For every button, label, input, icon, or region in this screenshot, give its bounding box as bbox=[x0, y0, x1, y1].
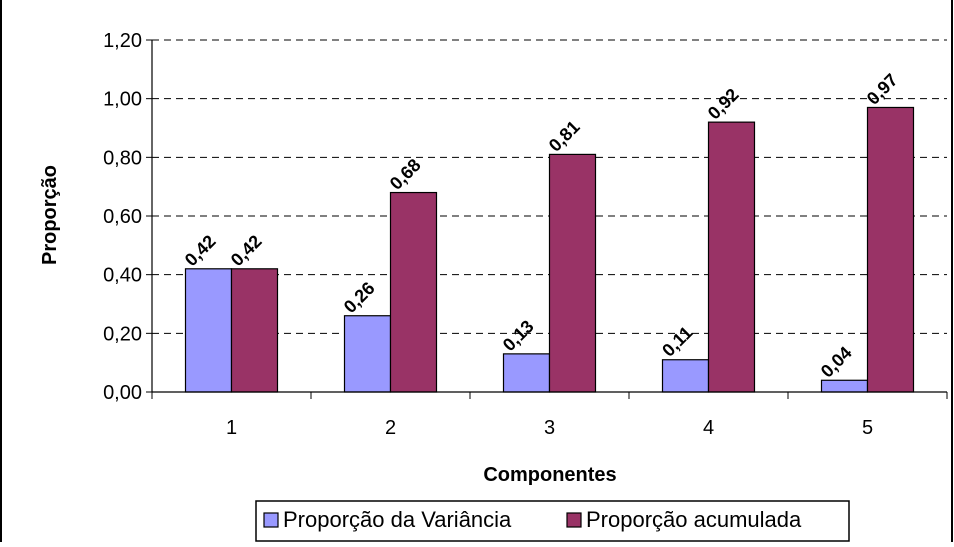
bar-acumulada-3 bbox=[548, 153, 597, 393]
y-axis-title: Proporção bbox=[39, 165, 61, 265]
x-tick-label: 4 bbox=[703, 417, 714, 439]
bar-acumulada-1 bbox=[230, 268, 279, 393]
bar-acumulada-2 bbox=[389, 191, 438, 393]
bar-variancia-5 bbox=[820, 379, 869, 393]
y-tick-label: 0,60 bbox=[103, 206, 142, 228]
y-tick-label: 0,20 bbox=[103, 323, 142, 345]
bar-variancia-4 bbox=[661, 359, 710, 393]
bar-variancia-2 bbox=[343, 315, 392, 393]
axis-layer: 0,00 0,20 0,40 0,60 0,80 1,00 1,20 1 2 3 4 5 bbox=[103, 30, 948, 439]
legend: Proporção da Variância Proporção acumula… bbox=[255, 500, 850, 542]
y-tick-label: 1,20 bbox=[103, 30, 142, 52]
x-tick-label: 5 bbox=[862, 417, 873, 439]
bar-acumulada-4 bbox=[707, 121, 756, 393]
bar-layer bbox=[184, 106, 915, 393]
x-tick-label: 1 bbox=[226, 417, 237, 439]
legend-label-variancia: Proporção da Variância bbox=[283, 507, 512, 532]
y-tick-label: 1,00 bbox=[103, 89, 142, 111]
y-tick-label: 0,80 bbox=[103, 147, 142, 169]
bar-variancia-1 bbox=[184, 268, 233, 393]
bar-variancia-3 bbox=[502, 353, 551, 393]
legend-label-acumulada: Proporção acumulada bbox=[586, 507, 802, 532]
legend-swatch-acumulada bbox=[566, 512, 582, 528]
legend-swatch-variancia bbox=[263, 512, 279, 528]
x-tick-label: 2 bbox=[385, 417, 396, 439]
x-tick-label: 3 bbox=[544, 417, 555, 439]
x-axis-title: Componentes bbox=[483, 464, 616, 486]
bar-acumulada-5 bbox=[866, 106, 915, 393]
y-tick-label: 0,00 bbox=[103, 382, 142, 404]
y-tick-label: 0,40 bbox=[103, 265, 142, 287]
legend-box bbox=[255, 500, 850, 542]
